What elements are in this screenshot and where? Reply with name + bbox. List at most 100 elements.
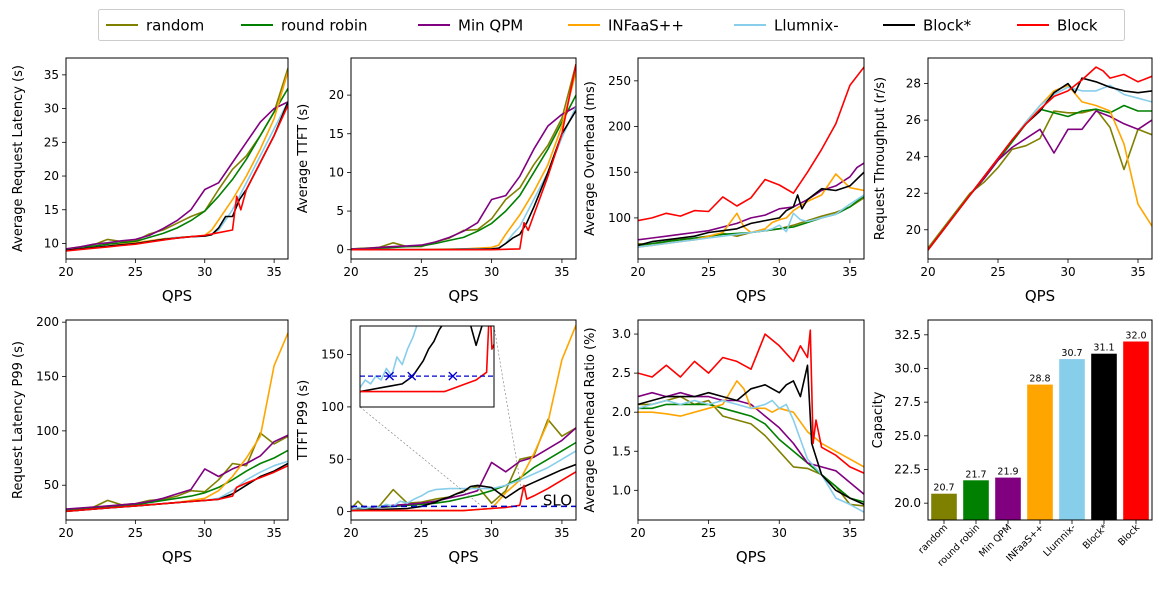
p2-xlabel: QPS [448, 287, 478, 305]
legend-label-round-robin: round robin [281, 17, 368, 35]
p7-series-round-robin [638, 403, 864, 503]
p2-series-round-robin [351, 94, 576, 250]
bar-round-robin [963, 480, 989, 520]
p2-xtick-label: 25 [414, 265, 429, 279]
p5-xtick-label: 30 [197, 526, 212, 540]
p4-frame [927, 57, 1153, 260]
bar-value-block: 32.0 [1125, 331, 1146, 342]
legend: random round robin Min QPM INFaaS++ Llumnix-… [98, 9, 1125, 41]
p5-series-round-robin [66, 449, 288, 511]
legend-label-infaas: INFaaS++ [608, 17, 684, 35]
panel-p7: 1.0 1.5 2.0 2.5 3.0 20 25 30 35 QPS Average Overhe… [583, 319, 865, 566]
inset-frame [359, 325, 495, 408]
panels: 10 15 20 25 30 35 20 25 30 35 QPS Average Request L… [11, 57, 1153, 569]
p4-ytick-label: 20 [906, 223, 921, 237]
p3-frame [637, 57, 865, 260]
p1-ytick-label: 30 [44, 102, 59, 116]
p1-frame [65, 57, 289, 260]
p2-ytick-label: 10 [329, 165, 344, 179]
slo-label: SLO [543, 491, 572, 509]
inset-slo-marker [385, 371, 395, 381]
bar-llumnix [1059, 359, 1085, 520]
p5-series-infaas [66, 332, 288, 513]
p2-ytick-label: 20 [329, 88, 344, 102]
p3-ylabel: Average Overhead (ms) [583, 81, 598, 236]
bar-category-block: Block* [1081, 522, 1110, 551]
p4-xtick-label: 30 [1060, 265, 1075, 279]
p6-ylabel: TTFT P99 (s) [296, 380, 311, 461]
p6-series-block [351, 463, 576, 512]
p2-xtick-label: 30 [484, 265, 499, 279]
p1-ylabel: Average Request Latency (s) [11, 65, 26, 252]
p3-ytick-label: 150 [608, 165, 631, 179]
p7-ytick-label: 2.0 [612, 405, 631, 419]
bar-value-round-robin: 21.7 [965, 469, 986, 480]
bar-value-min-qpm: 21.9 [997, 467, 1018, 478]
p4-xlabel: QPS [1025, 287, 1055, 305]
p4-series-random [928, 108, 1152, 249]
p1-series-random [66, 67, 288, 250]
p5-frame [65, 319, 289, 521]
p2-xtick-label: 35 [554, 265, 569, 279]
p6-xtick-label: 35 [554, 526, 569, 540]
p2-series-llumnix [351, 106, 576, 251]
p4-ytick-label: 28 [906, 77, 921, 91]
p3-xlabel: QPS [736, 287, 766, 305]
p7-series-block [638, 364, 864, 506]
p3-series-block [638, 171, 864, 247]
p5-ytick-label: 50 [44, 478, 59, 492]
inset-series-block [360, 326, 494, 393]
p8-ytick-label: 30.0 [894, 361, 921, 375]
p7-series-llumnix [638, 399, 864, 513]
p2-series-random [351, 63, 576, 250]
bar-value-infaas: 28.8 [1029, 374, 1050, 385]
p6-frame [350, 319, 577, 521]
bar-min-qpm [995, 477, 1021, 520]
p5-xtick-label: 20 [58, 526, 73, 540]
inset-connector-left [359, 406, 485, 509]
p5-ylabel: Request Latency P99 (s) [11, 341, 26, 499]
panel-p1: 10 15 20 25 30 35 20 25 30 35 QPS Average Request L… [11, 57, 289, 305]
p3-xtick-label: 35 [842, 265, 857, 279]
p1-series-round-robin [66, 87, 288, 251]
p2-series-min-qpm [351, 105, 576, 250]
p7-ytick-label: 3.0 [612, 327, 631, 341]
p3-series-min-qpm [638, 162, 864, 241]
p1-series-block [66, 104, 288, 252]
p8-ytick-label: 32.5 [894, 328, 921, 342]
p4-series-block [928, 66, 1152, 251]
p5-series-random [66, 432, 288, 511]
p8-frame [927, 319, 1153, 521]
inset-connector-right [493, 325, 523, 496]
p7-xlabel: QPS [736, 548, 766, 566]
bar-value-block: 31.1 [1093, 343, 1114, 354]
p7-ylabel: Average Overhead Ratio (%) [583, 327, 598, 512]
panel-p3: 100 150 200 250 20 25 30 35 QPS Average Overhead … [583, 57, 865, 305]
p7-xtick-label: 20 [630, 526, 645, 540]
p5-xtick-label: 25 [128, 526, 143, 540]
p4-ylabel: Request Throughput (r/s) [873, 77, 888, 240]
p1-ytick-label: 35 [44, 68, 59, 82]
p1-xtick-label: 30 [197, 265, 212, 279]
panel-p2: 0 5 10 15 20 20 25 30 35 QPS Average TTFT (s) [296, 57, 577, 305]
p1-series-min-qpm [66, 101, 288, 250]
panel-p6: SLO 0 50 100 150 20 25 30 35 QPS TTFT P99 (s) [296, 319, 577, 566]
p6-ytick-label: 50 [329, 452, 344, 466]
panel-p4: 20 22 24 26 28 20 25 30 35 QPS Request Throughput … [873, 57, 1153, 305]
legend-label-block: Block* [923, 17, 972, 35]
inset [359, 325, 495, 408]
legend-label-min-qpm: Min QPM [458, 17, 523, 35]
inset-series-block [360, 326, 483, 393]
p3-series-round-robin [638, 195, 864, 247]
p3-series-random [638, 197, 864, 247]
p2-series-infaas [351, 71, 576, 251]
p5-ytick-label: 100 [36, 424, 59, 438]
p1-ytick-label: 20 [44, 169, 59, 183]
p6-xtick-label: 30 [484, 526, 499, 540]
p2-series-block [351, 110, 576, 251]
bar-value-llumnix: 30.7 [1061, 348, 1082, 359]
p1-ytick-label: 10 [44, 236, 59, 250]
p2-ylabel: Average TTFT (s) [296, 104, 311, 213]
p6-xtick-label: 25 [414, 526, 429, 540]
p5-series-min-qpm [66, 434, 288, 510]
